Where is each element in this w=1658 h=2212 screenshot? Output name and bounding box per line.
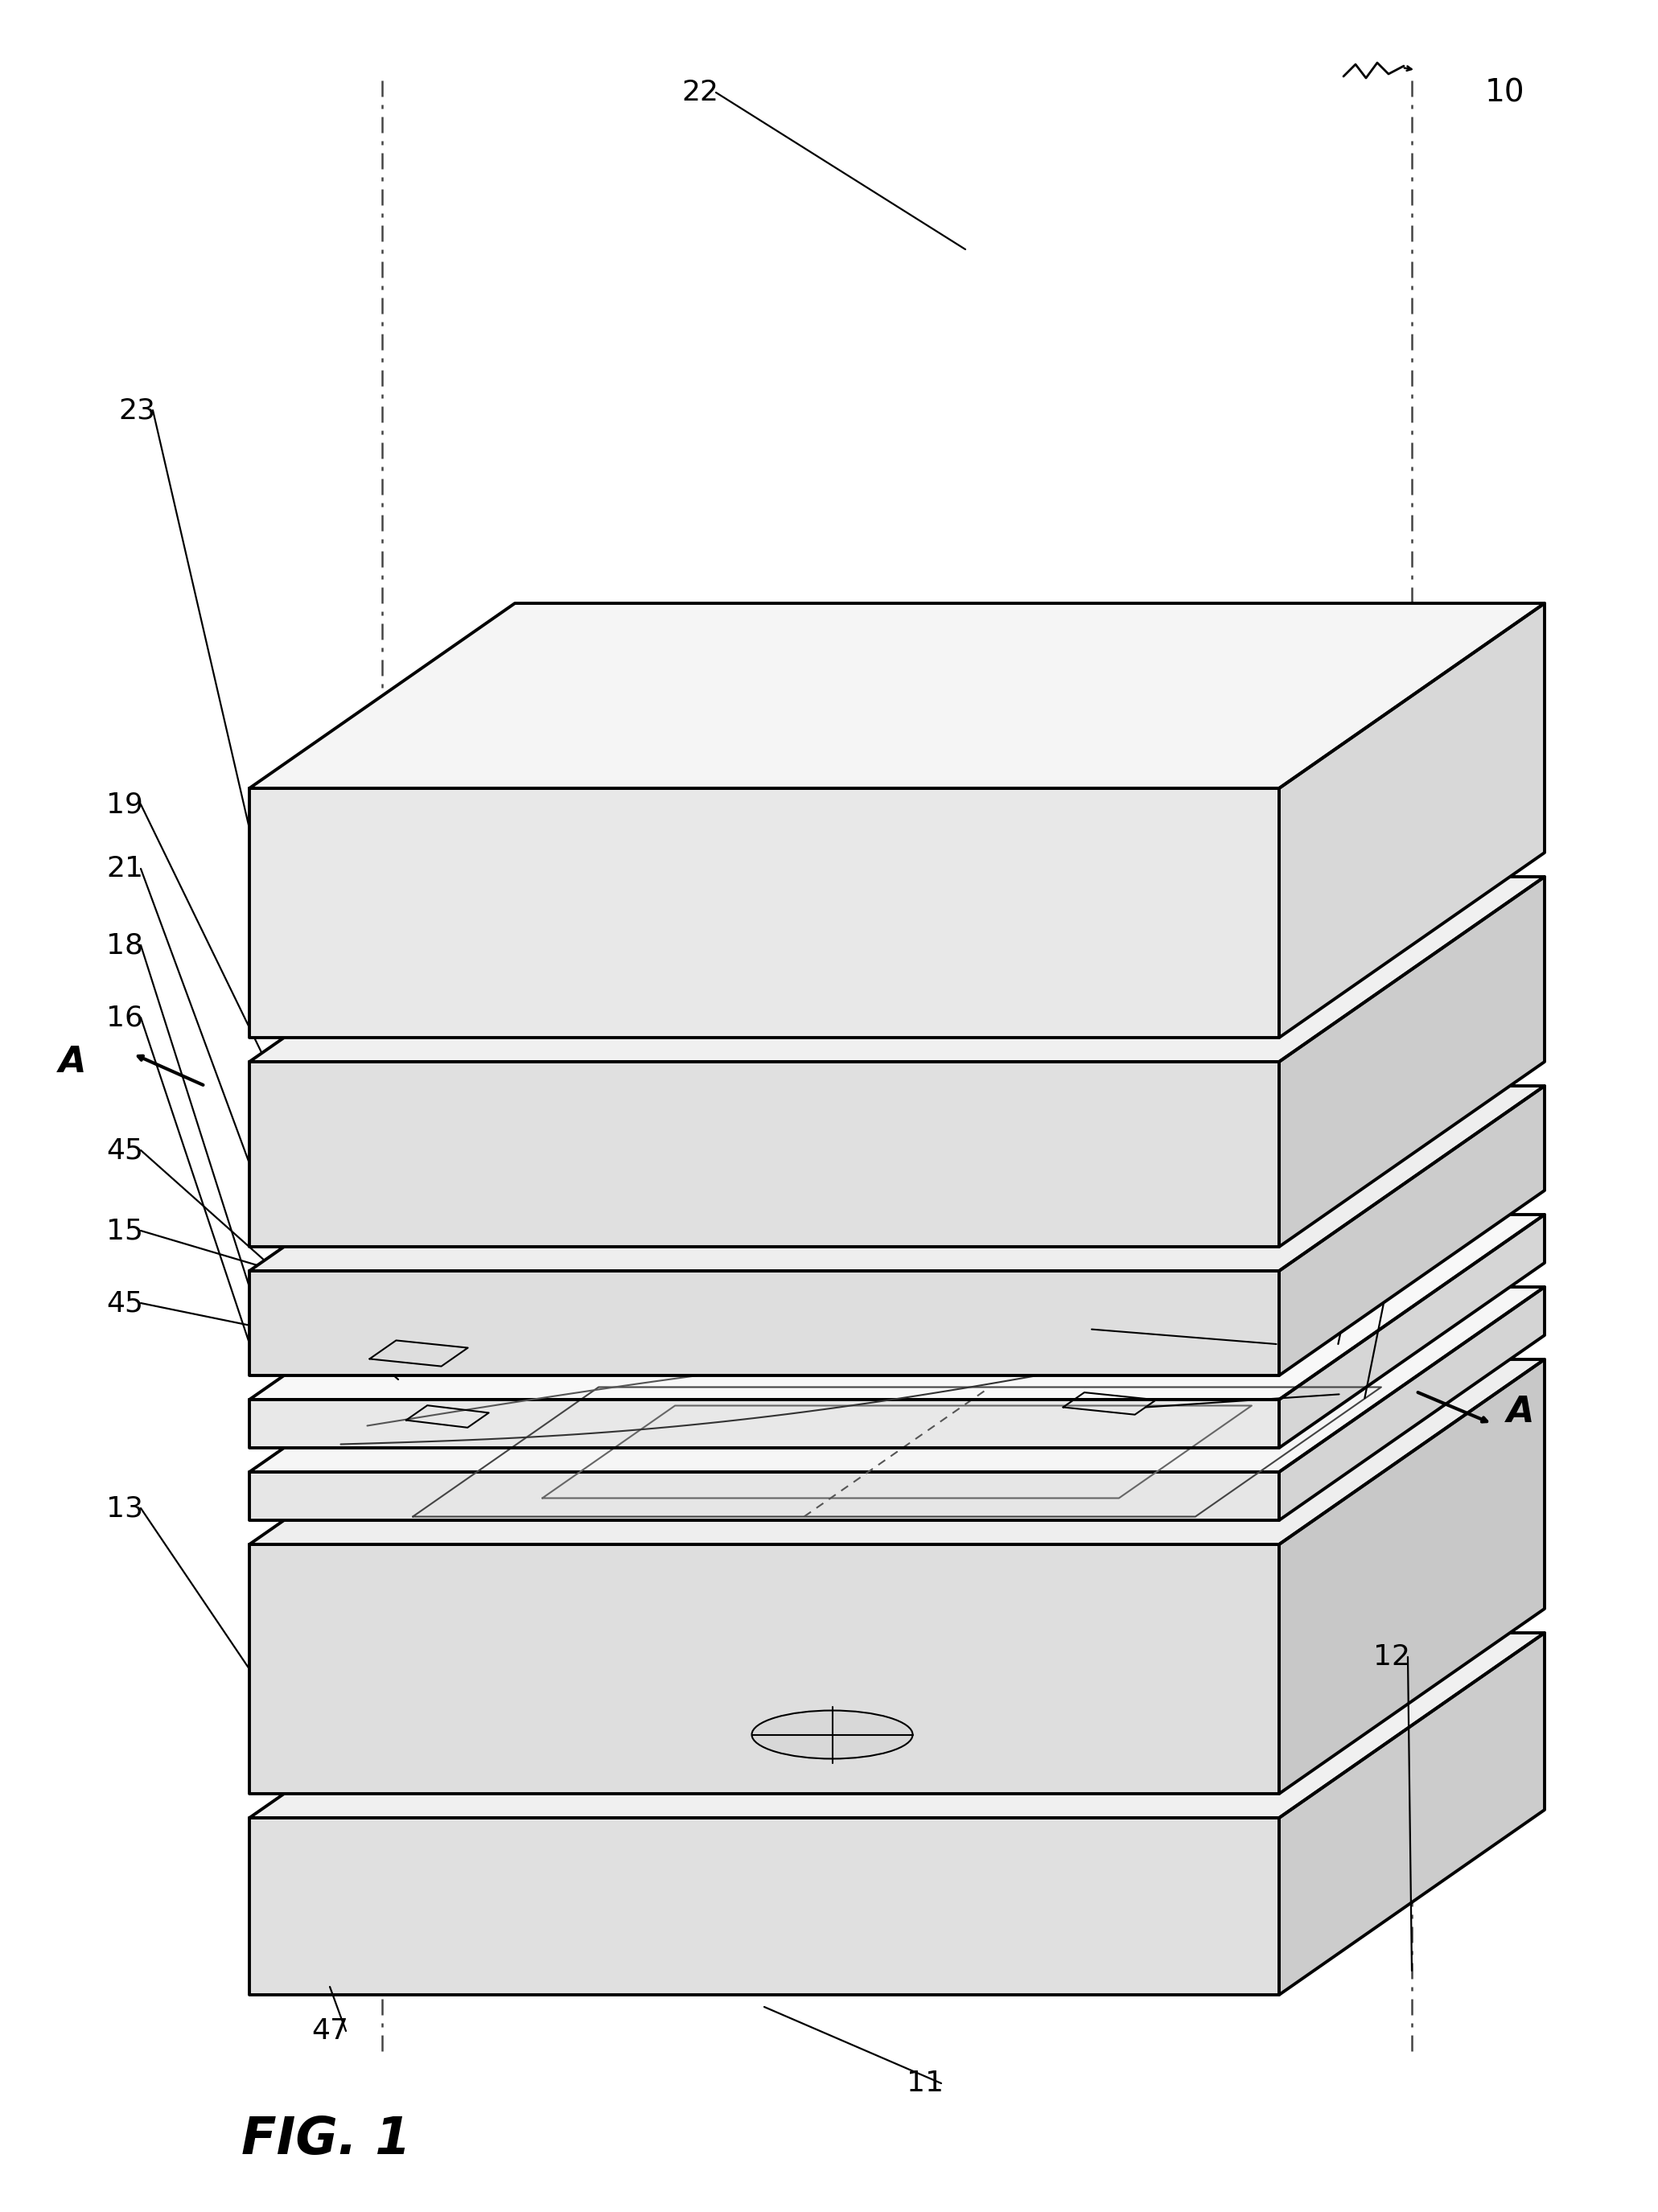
- Text: 45: 45: [1365, 1210, 1403, 1237]
- Polygon shape: [249, 1086, 1545, 1272]
- Polygon shape: [1278, 1287, 1545, 1520]
- Text: 10: 10: [1484, 77, 1524, 108]
- Text: 15: 15: [106, 1217, 143, 1245]
- Text: 20: 20: [1091, 807, 1129, 834]
- Polygon shape: [1278, 1632, 1545, 1995]
- Polygon shape: [381, 967, 501, 991]
- Text: 12: 12: [1373, 1644, 1411, 1670]
- Text: FIG. 1: FIG. 1: [242, 2115, 411, 2166]
- Polygon shape: [1278, 1214, 1545, 1449]
- Polygon shape: [865, 692, 933, 719]
- Text: 45: 45: [1365, 1035, 1403, 1064]
- Text: 22: 22: [681, 80, 718, 106]
- Polygon shape: [1278, 1086, 1545, 1376]
- Polygon shape: [249, 1471, 1278, 1520]
- Text: 21: 21: [106, 856, 143, 883]
- Polygon shape: [249, 876, 1545, 1062]
- Text: A: A: [1507, 1394, 1534, 1429]
- Polygon shape: [249, 1062, 1278, 1248]
- Polygon shape: [249, 1632, 1545, 1818]
- Polygon shape: [249, 1544, 1278, 1794]
- Text: 19: 19: [106, 790, 143, 818]
- Polygon shape: [249, 1272, 1278, 1376]
- Polygon shape: [249, 604, 1545, 787]
- Polygon shape: [1278, 876, 1545, 1248]
- Text: 23: 23: [118, 396, 156, 425]
- Polygon shape: [249, 1818, 1278, 1995]
- Polygon shape: [249, 1360, 1545, 1544]
- Text: 45: 45: [106, 1290, 143, 1316]
- Ellipse shape: [751, 1710, 912, 1759]
- Text: 11: 11: [907, 2070, 943, 2097]
- Text: 13: 13: [106, 1495, 143, 1522]
- Polygon shape: [249, 1214, 1545, 1400]
- Polygon shape: [249, 787, 1278, 1037]
- Polygon shape: [249, 1287, 1545, 1471]
- Text: 18: 18: [106, 931, 143, 958]
- Polygon shape: [378, 991, 494, 1015]
- Text: 47: 47: [312, 2017, 348, 2044]
- Text: 16: 16: [106, 1004, 143, 1031]
- Text: A: A: [58, 1044, 86, 1079]
- Text: 45: 45: [106, 1137, 143, 1164]
- Polygon shape: [249, 1400, 1278, 1449]
- Polygon shape: [1278, 1360, 1545, 1794]
- Polygon shape: [660, 692, 728, 719]
- Polygon shape: [1278, 604, 1545, 1037]
